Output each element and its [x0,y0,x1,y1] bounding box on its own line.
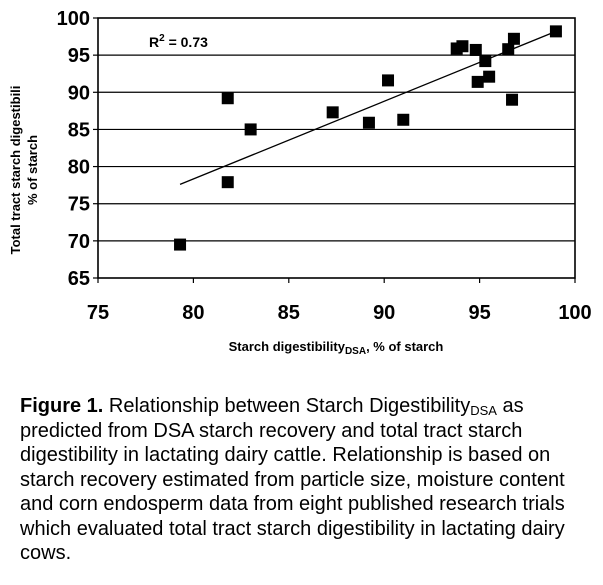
x-tick-label: 90 [373,302,395,324]
data-point [479,55,492,68]
y-tick-label: 80 [68,157,90,179]
figure-label: Figure 1. [20,395,104,417]
y-tick-label: 100 [57,8,90,30]
trendline [179,30,557,186]
data-point [506,93,519,106]
caption-text-part-2: as predicted from DSA starch recovery an… [20,395,565,564]
figure-caption: Figure 1. Relationship between Starch Di… [20,394,595,566]
data-point [221,92,234,105]
y-tick-label: 95 [68,45,90,67]
y-tick-label: 70 [68,231,90,253]
x-axis-title: Starch digestibilityDSA, % of starch [229,339,444,357]
data-point [221,176,234,189]
y-axis-title: Total tract starch digestibili % of star… [8,86,40,255]
y-tick-label: 85 [68,119,90,141]
y-axis-ticks: 100 95 90 85 80 75 70 65 [57,8,98,290]
y-tick-label: 65 [68,268,90,290]
x-tick-label: 75 [87,302,109,324]
scatter-chart: 100 95 90 85 80 75 70 65 75 80 85 90 95 100 R2 = 0.7… [8,8,592,357]
r-squared-annotation: R2 = 0.73 [149,33,208,50]
data-point [174,238,187,251]
data-point [502,43,515,56]
y-tick-label: 75 [68,194,90,216]
x-tick-label: 95 [468,302,490,324]
x-axis-ticks: 75 80 85 90 95 100 [87,278,592,324]
data-point [362,116,375,129]
trendline-group [179,30,557,186]
data-point [469,43,482,56]
y-axis-title-line-2: % of starch [25,135,40,205]
caption-text-part-1: Relationship between Starch Digestibilit… [103,395,471,417]
plot-area-border [97,17,576,279]
x-tick-label: 85 [278,302,300,324]
x-tick-label: 100 [558,302,591,324]
data-point [507,32,520,45]
caption-subscript: DSA [470,403,497,418]
data-point [326,106,339,119]
x-tick-label: 80 [182,302,204,324]
data-point [244,123,257,136]
y-axis-title-line-1: Total tract starch digestibili [8,86,23,255]
data-point [397,113,410,126]
data-point [456,40,469,53]
data-point [471,75,484,88]
y-tick-label: 90 [68,82,90,104]
data-points [174,25,562,251]
gridlines [98,54,575,242]
data-point [483,70,496,83]
data-point [382,74,395,87]
data-point [549,25,562,38]
